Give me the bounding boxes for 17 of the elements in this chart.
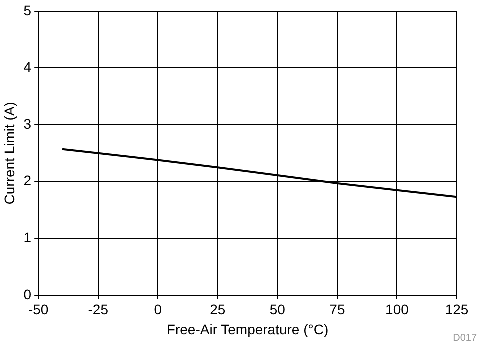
- x-tick-label: 75: [330, 302, 346, 318]
- y-tick-label: 3: [24, 116, 32, 132]
- x-tick-label: 125: [445, 302, 469, 318]
- x-tick-label: -50: [28, 302, 49, 318]
- x-tick-label: 25: [210, 302, 226, 318]
- y-tick-label: 4: [24, 59, 32, 76]
- y-axis-title: Current Limit (A): [1, 102, 18, 205]
- y-tick-label: 0: [24, 286, 32, 302]
- x-tick-label: -25: [88, 302, 109, 318]
- y-tick-label: 1: [24, 229, 32, 246]
- x-tick-label: 0: [154, 302, 162, 318]
- x-tick-label: 100: [386, 302, 410, 318]
- y-tick-label: 2: [24, 172, 32, 189]
- text: D017: [453, 332, 478, 344]
- x-axis-title: Free-Air Temperature (°C): [166, 321, 329, 338]
- x-tick-label: 50: [270, 302, 286, 318]
- y-tick-label: 5: [24, 2, 32, 18]
